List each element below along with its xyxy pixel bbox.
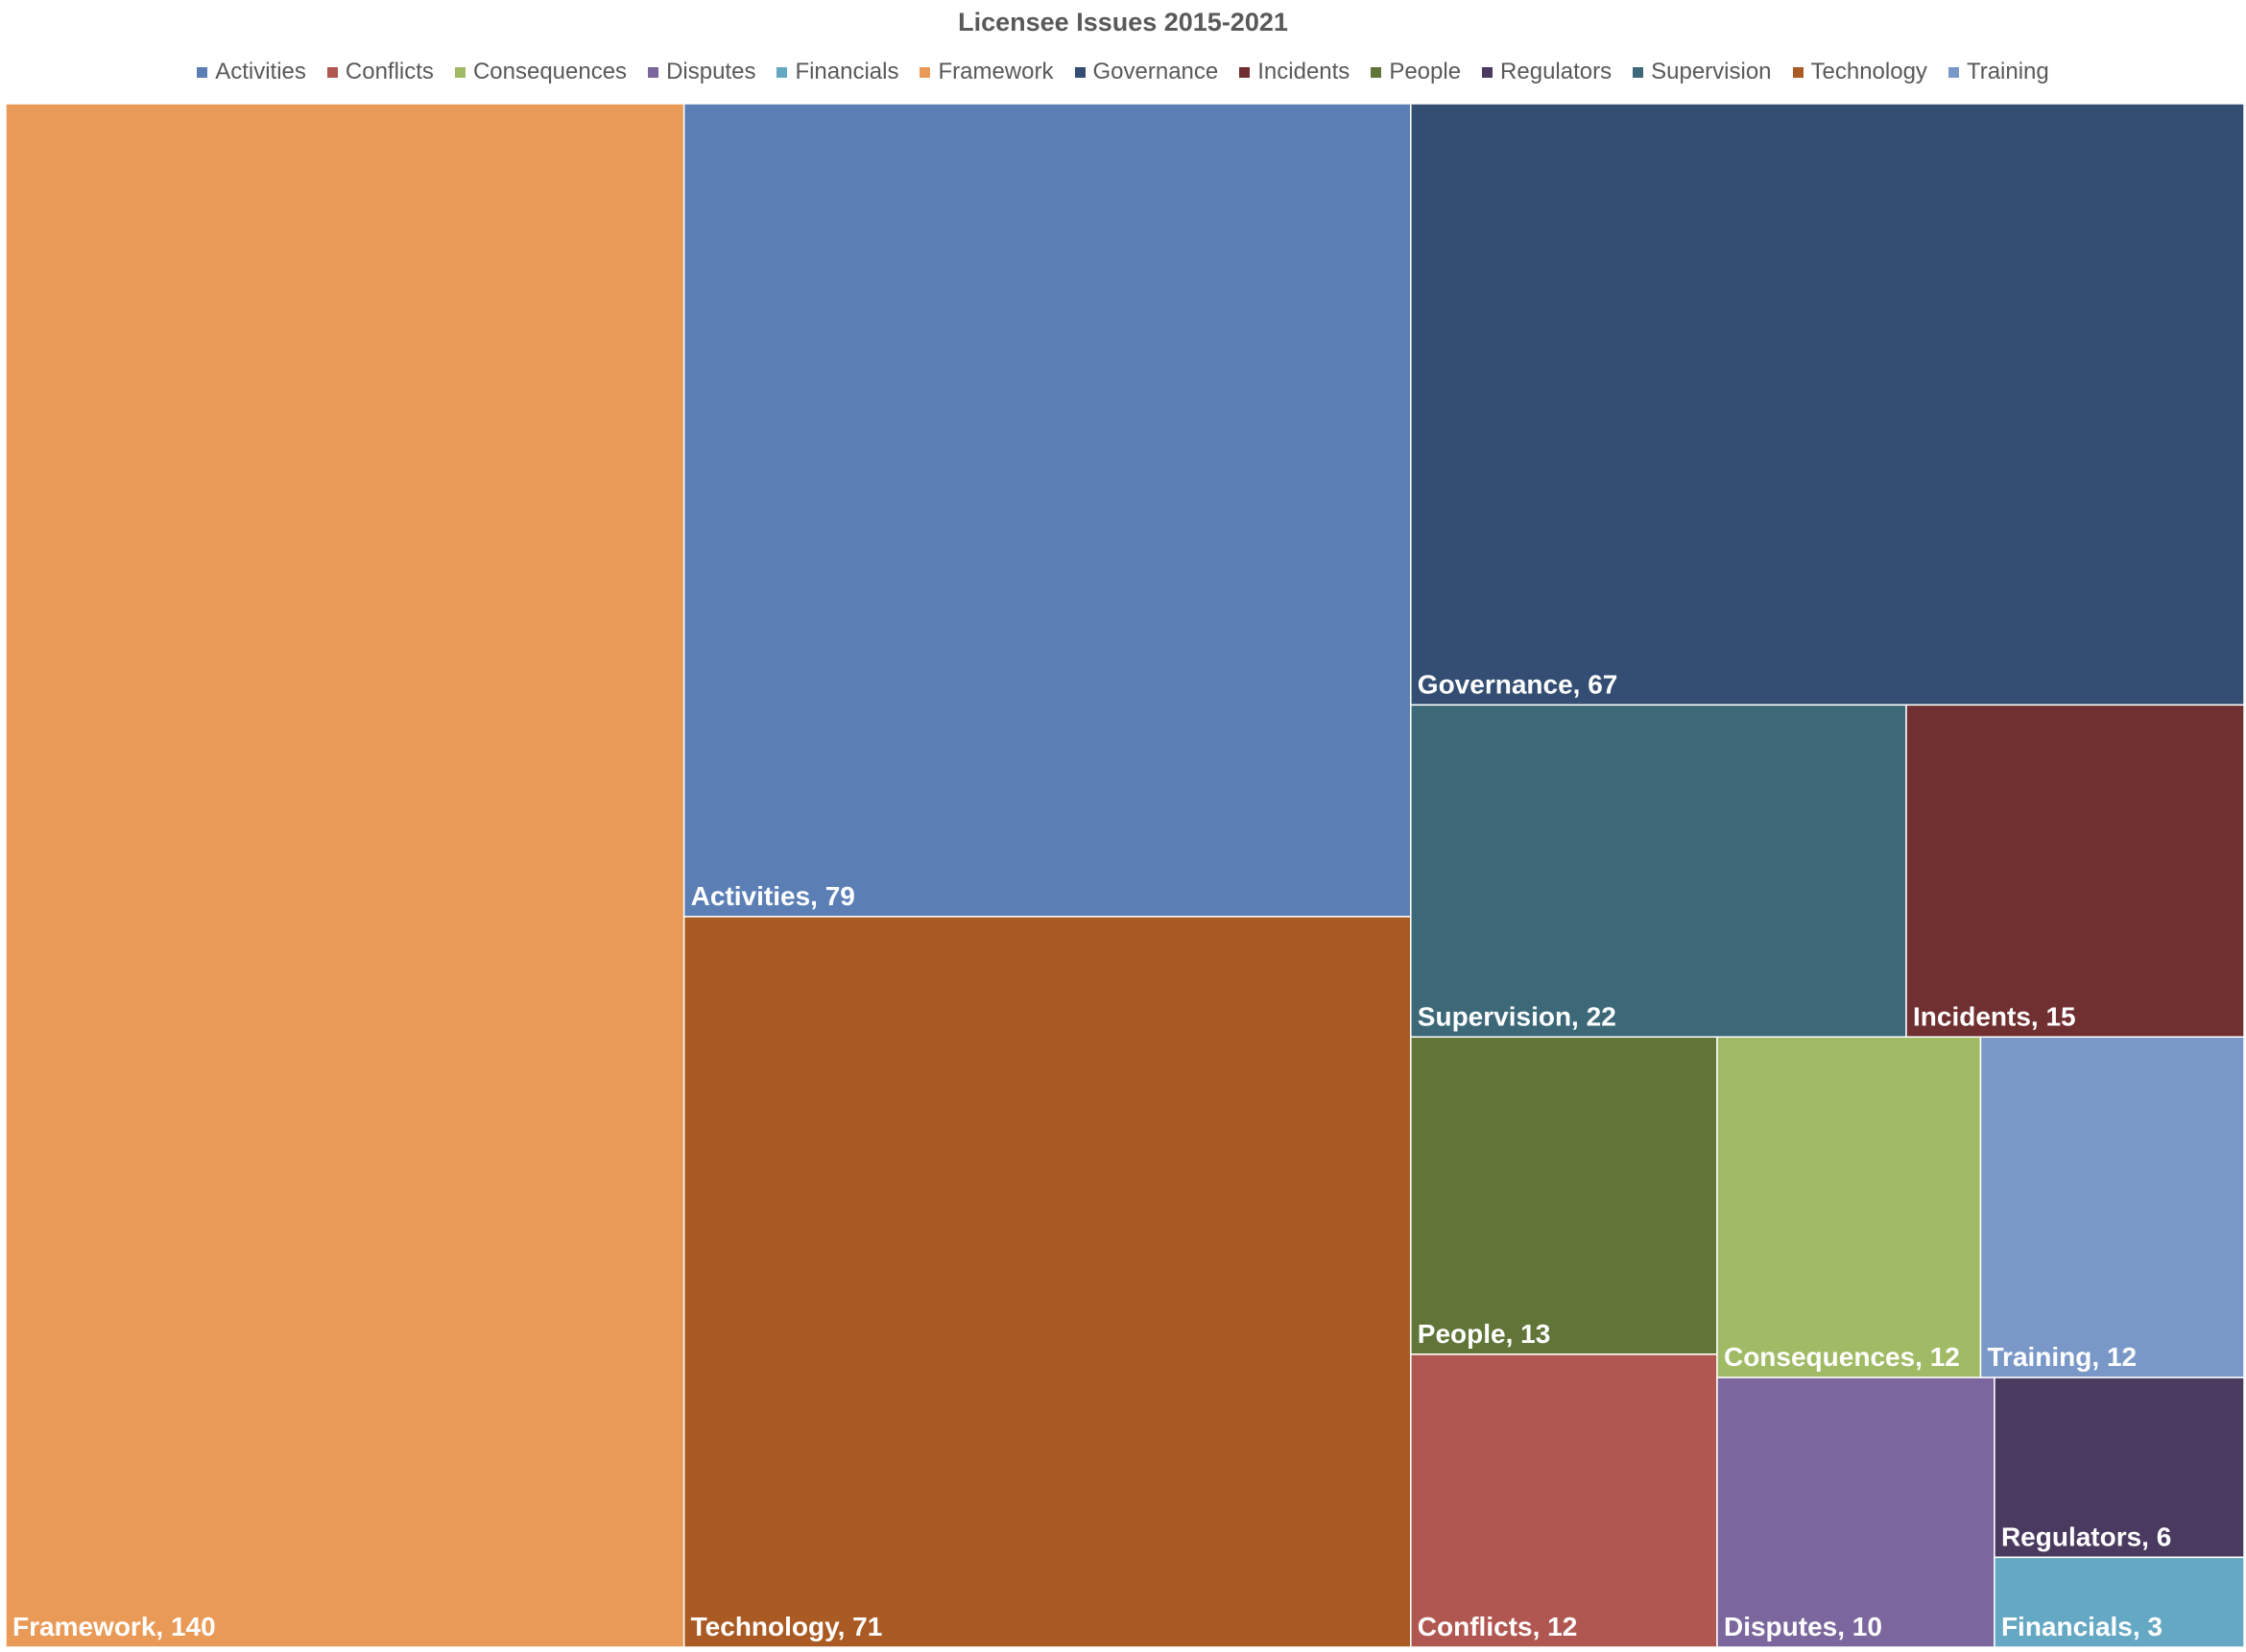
tile-supervision bbox=[1410, 704, 1907, 1039]
legend-swatch-training bbox=[1947, 66, 1959, 78]
tile-technology bbox=[682, 916, 1412, 1648]
legend-swatch-technology bbox=[1792, 66, 1804, 78]
legend-label-financials: Financials bbox=[795, 59, 899, 84]
legend-swatch-activities bbox=[197, 66, 208, 78]
tile-consequences bbox=[1716, 1036, 1982, 1378]
legend-item-activities: Activities bbox=[197, 59, 306, 85]
legend-swatch-people bbox=[1371, 66, 1382, 78]
legend-item-incidents: Incidents bbox=[1239, 59, 1350, 85]
tile-label-incidents: Incidents, 15 bbox=[1913, 1001, 2076, 1031]
tile-label-training: Training, 12 bbox=[1987, 1342, 2137, 1372]
legend-swatch-financials bbox=[777, 66, 788, 78]
legend-label-incidents: Incidents bbox=[1257, 59, 1350, 84]
tile-label-supervision: Supervision, 22 bbox=[1418, 1001, 1616, 1031]
tile-conflicts bbox=[1410, 1353, 1718, 1648]
tile-label-consequences: Consequences, 12 bbox=[1724, 1342, 1960, 1372]
legend-item-consequences: Consequences bbox=[454, 59, 628, 85]
legend-swatch-framework bbox=[920, 66, 931, 78]
legend-item-conflicts: Conflicts bbox=[326, 59, 434, 85]
tile-financials bbox=[1994, 1556, 2245, 1648]
legend-item-training: Training bbox=[1947, 59, 2049, 85]
legend-swatch-conflicts bbox=[326, 66, 338, 78]
legend-label-regulators: Regulators bbox=[1500, 59, 1613, 84]
tile-framework bbox=[5, 103, 685, 1648]
legend-swatch-incidents bbox=[1239, 66, 1251, 78]
legend-swatch-consequences bbox=[454, 66, 466, 78]
tile-label-governance: Governance, 67 bbox=[1418, 669, 1618, 699]
tile-activities bbox=[682, 103, 1412, 918]
tile-people bbox=[1410, 1036, 1718, 1355]
legend-label-training: Training bbox=[1966, 59, 2049, 84]
tile-label-technology: Technology, 71 bbox=[691, 1612, 883, 1641]
legend-label-activities: Activities bbox=[215, 59, 306, 84]
legend-label-consequences: Consequences bbox=[472, 59, 628, 84]
tile-label-conflicts: Conflicts, 12 bbox=[1418, 1612, 1577, 1641]
legend-label-supervision: Supervision bbox=[1651, 59, 1772, 84]
legend-item-disputes: Disputes bbox=[648, 59, 755, 85]
tile-label-financials: Financials, 3 bbox=[2001, 1612, 2162, 1641]
legend-swatch-governance bbox=[1074, 66, 1086, 78]
legend-label-people: People bbox=[1389, 59, 1462, 84]
tile-label-people: People, 13 bbox=[1418, 1319, 1551, 1349]
legend-swatch-regulators bbox=[1482, 66, 1493, 78]
tile-label-regulators: Regulators, 6 bbox=[2001, 1521, 2171, 1551]
legend-label-disputes: Disputes bbox=[666, 59, 756, 84]
chart-title: Licensee Issues 2015-2021 bbox=[958, 8, 1288, 36]
legend-item-technology: Technology bbox=[1792, 59, 1927, 85]
legend-item-regulators: Regulators bbox=[1482, 59, 1612, 85]
legend-item-governance: Governance bbox=[1074, 59, 1219, 85]
legend-swatch-supervision bbox=[1633, 66, 1644, 78]
tile-label-disputes: Disputes, 10 bbox=[1724, 1612, 1882, 1641]
legend-item-supervision: Supervision bbox=[1633, 59, 1772, 85]
tile-disputes bbox=[1716, 1377, 1995, 1648]
tile-label-framework: Framework, 140 bbox=[12, 1612, 216, 1641]
tile-incidents bbox=[1905, 704, 2245, 1039]
legend-item-people: People bbox=[1371, 59, 1461, 85]
legend-item-financials: Financials bbox=[777, 59, 898, 85]
legend-label-conflicts: Conflicts bbox=[345, 59, 434, 84]
legend-swatch-disputes bbox=[648, 66, 659, 78]
legend-label-governance: Governance bbox=[1092, 59, 1219, 84]
legend: Activities Conflicts Consequences Disputes F… bbox=[0, 56, 2246, 88]
tile-governance bbox=[1410, 103, 2245, 706]
tile-training bbox=[1979, 1036, 2245, 1378]
legend-item-framework: Framework bbox=[920, 59, 1054, 85]
legend-label-framework: Framework bbox=[938, 59, 1054, 84]
tile-label-activities: Activities, 79 bbox=[691, 881, 855, 911]
legend-label-technology: Technology bbox=[1810, 59, 1927, 84]
